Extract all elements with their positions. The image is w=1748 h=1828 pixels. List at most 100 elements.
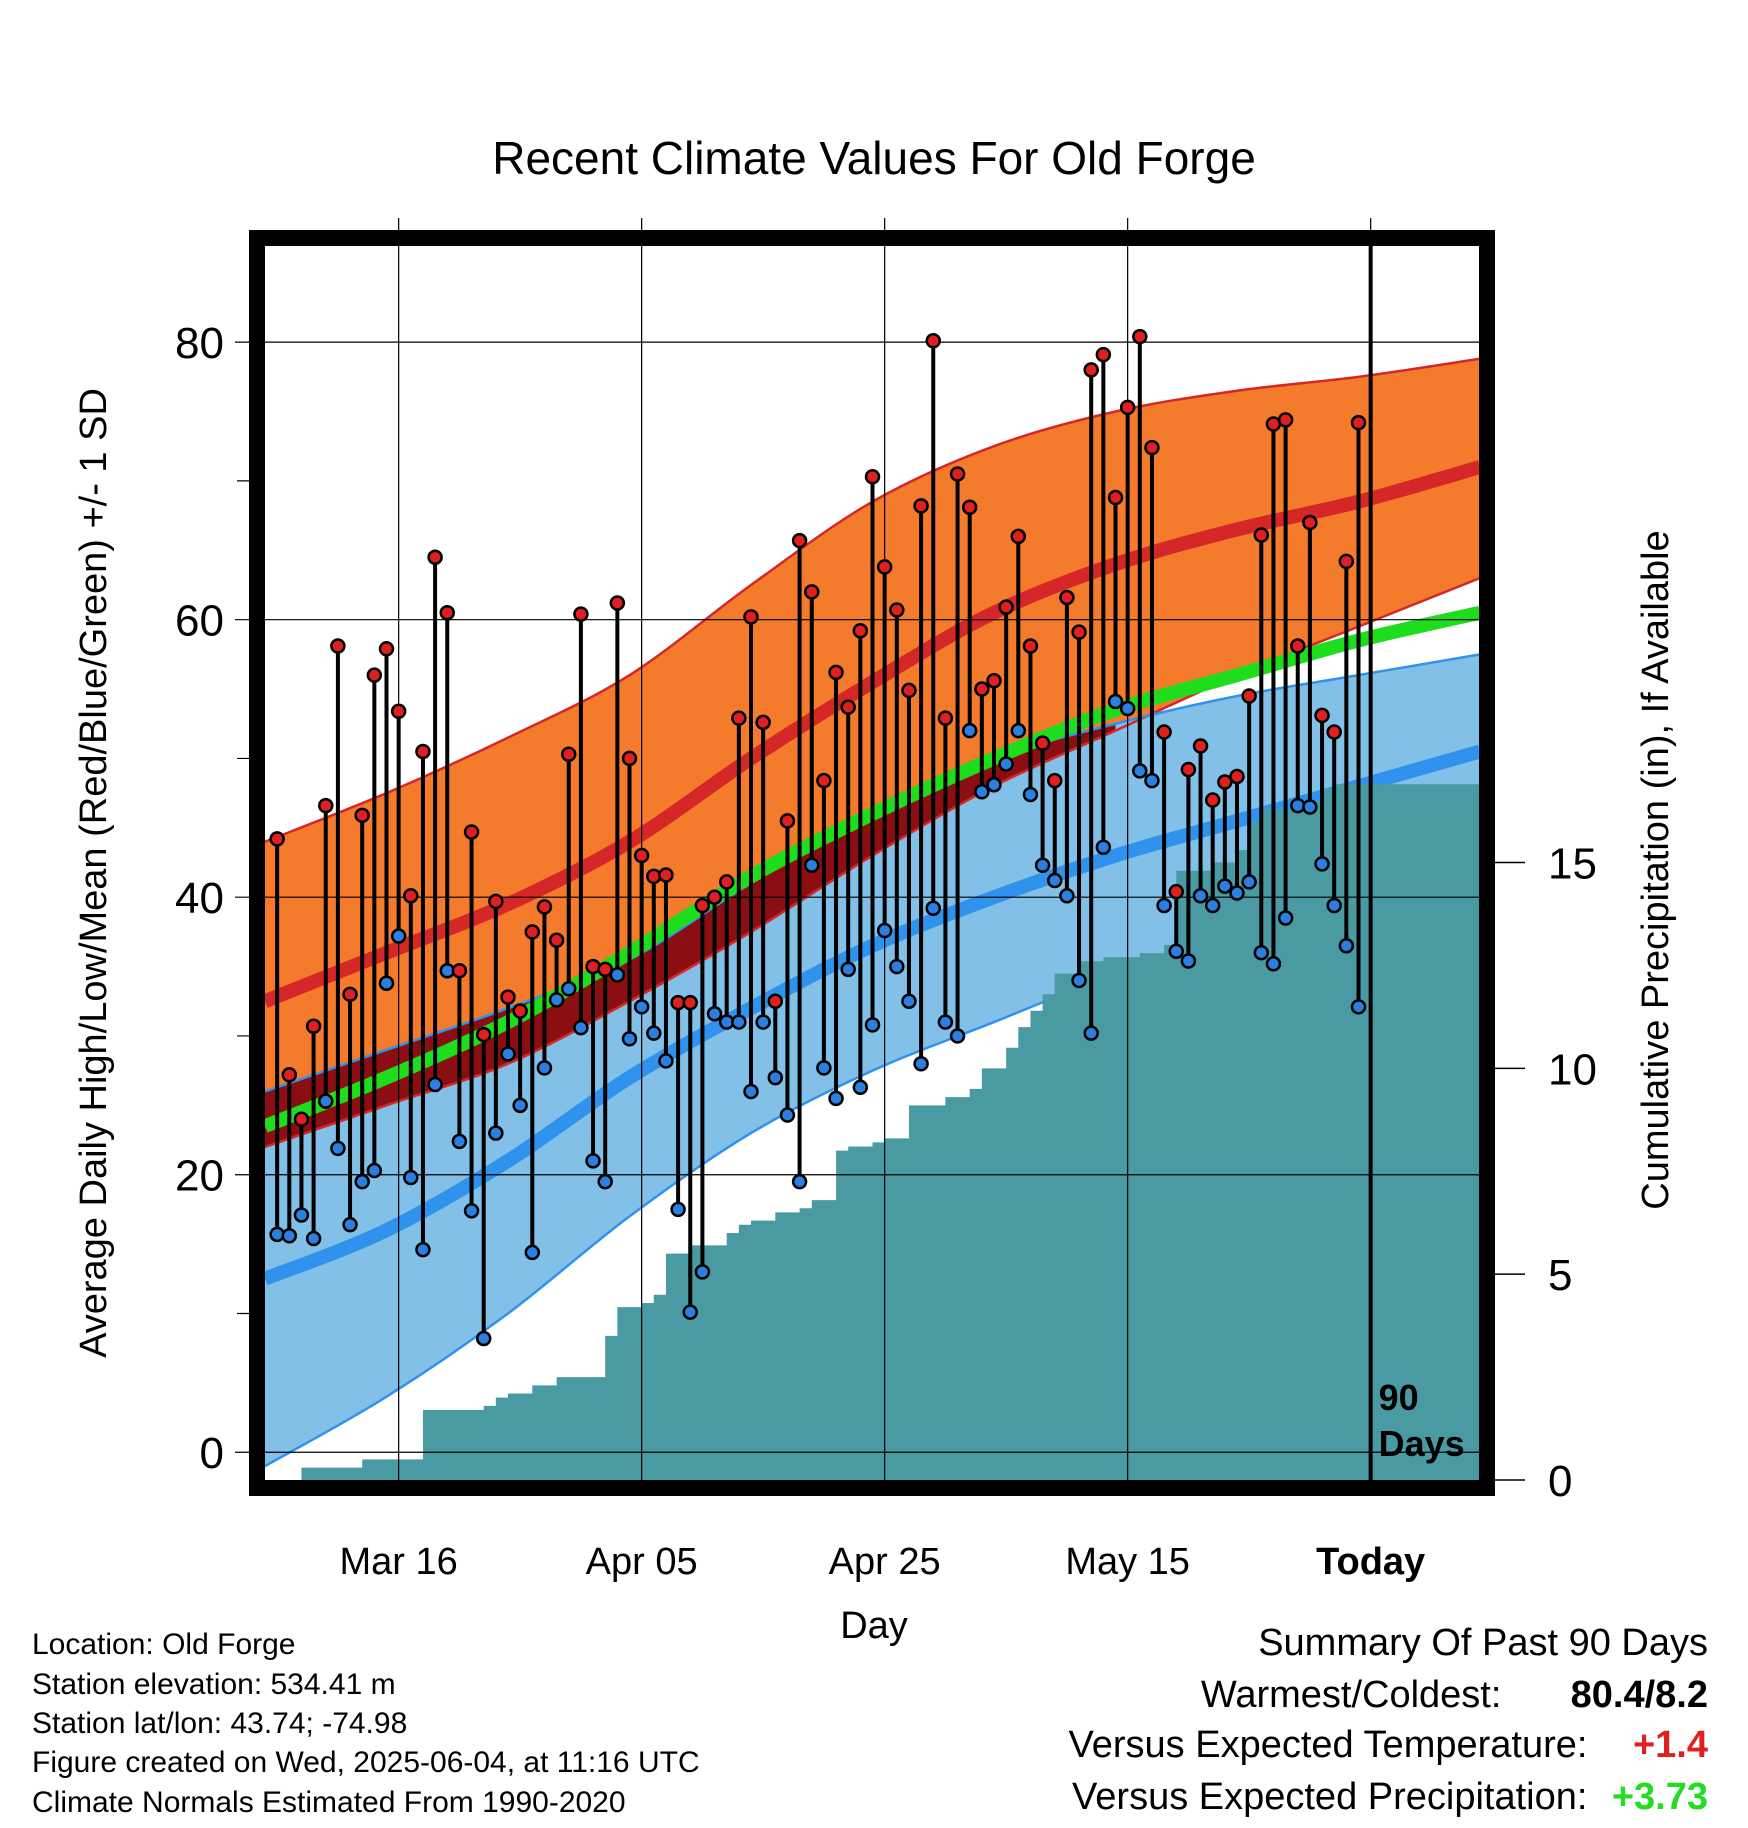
high-point (1022, 638, 1039, 654)
high-point (561, 746, 577, 763)
high-point (1217, 774, 1233, 790)
low-point (1217, 878, 1233, 894)
low-point (500, 1046, 516, 1062)
low-point (1059, 888, 1075, 904)
low-point (1083, 1025, 1099, 1041)
low-point (1338, 938, 1355, 954)
high-point (633, 847, 650, 864)
low-point (682, 1304, 698, 1320)
y2-tick-label: 15 (1548, 840, 1597, 889)
low-point (852, 1079, 869, 1096)
x-tick-label: Today (1316, 1541, 1425, 1583)
low-point (974, 783, 990, 800)
low-point (1253, 944, 1270, 961)
high-point (804, 584, 820, 600)
low-point (1241, 874, 1257, 890)
low-point (633, 999, 650, 1015)
low-point (378, 975, 395, 991)
summary-warmest-row: Warmest/Coldest: 80.4/8.2 (1201, 1676, 1708, 1714)
high-point (913, 498, 929, 514)
high-point (500, 989, 516, 1005)
x-tick-label: Mar 16 (340, 1541, 458, 1583)
low-point (1119, 700, 1136, 717)
high-point (986, 672, 1002, 689)
daily-observations: 90 Days (269, 245, 1465, 1480)
y2-tick-label: 0 (1548, 1457, 1572, 1506)
high-point (536, 899, 553, 915)
high-point (378, 641, 395, 657)
high-point (767, 993, 784, 1010)
x-tick-label: May 15 (1065, 1541, 1190, 1583)
low-point (1302, 799, 1318, 815)
high-point (1132, 328, 1148, 345)
low-point (670, 1201, 686, 1218)
summary-precip-label: Versus Expected Precipitation: (1072, 1776, 1588, 1818)
low-point (694, 1264, 711, 1280)
low-point (937, 1014, 954, 1030)
high-point (852, 623, 869, 639)
high-point (1144, 439, 1160, 456)
high-point (269, 831, 285, 847)
high-point (318, 797, 334, 814)
high-point (840, 699, 856, 715)
high-point (998, 599, 1014, 615)
high-point (682, 994, 698, 1011)
high-point (427, 549, 443, 565)
high-point (1095, 346, 1112, 363)
high-point (488, 893, 504, 910)
low-point (901, 993, 917, 1010)
low-point (366, 1162, 383, 1179)
summary-precip-row: Versus Expected Precipitation: +3.73 (1072, 1778, 1708, 1816)
low-point (646, 1025, 662, 1041)
high-point (755, 714, 771, 731)
high-point (597, 961, 613, 978)
high-point (451, 962, 468, 979)
low-point (1277, 910, 1294, 926)
low-point (524, 1244, 541, 1261)
high-point (1338, 553, 1355, 570)
low-point (1010, 722, 1027, 739)
low-point (451, 1133, 468, 1150)
low-point (998, 756, 1014, 772)
low-point (548, 992, 565, 1008)
high-point (901, 682, 917, 699)
low-point (1314, 856, 1330, 872)
low-point (949, 1028, 966, 1044)
low-sd-band (265, 654, 1480, 1467)
high-point (415, 743, 431, 760)
low-point (1180, 953, 1197, 969)
high-point (1253, 527, 1270, 543)
info-normals: Climate Normals Estimated From 1990-2020 (32, 1786, 626, 1819)
today-label: 90 (1379, 1377, 1419, 1418)
low-point (305, 1230, 322, 1247)
high-point (1192, 738, 1209, 754)
low-point (536, 1060, 553, 1076)
y-tick-label: 60 (175, 597, 224, 646)
low-point (475, 1330, 492, 1347)
high-point (548, 932, 565, 948)
high-point (937, 710, 954, 726)
low-point (1132, 763, 1148, 779)
low-point (1144, 772, 1160, 789)
high-point (791, 532, 808, 549)
low-point (403, 1169, 419, 1186)
low-point (573, 1019, 589, 1036)
today-label: Days (1379, 1423, 1465, 1464)
high-point (889, 602, 905, 618)
high-point (718, 874, 735, 890)
info-created: Figure created on Wed, 2025-06-04, at 11… (32, 1746, 700, 1779)
low-point (281, 1228, 298, 1244)
high-point (828, 664, 844, 681)
y2-axis-label: Cumulative Precipitation (in), If Availa… (1635, 530, 1677, 1209)
high-point (1119, 399, 1136, 416)
low-point (828, 1090, 844, 1107)
low-point (415, 1241, 431, 1258)
high-point (1277, 412, 1294, 428)
low-point (986, 777, 1002, 793)
high-point (1107, 489, 1124, 506)
high-point (621, 750, 638, 767)
low-point (1022, 786, 1039, 803)
low-point (1034, 857, 1051, 874)
low-point (512, 1097, 528, 1114)
